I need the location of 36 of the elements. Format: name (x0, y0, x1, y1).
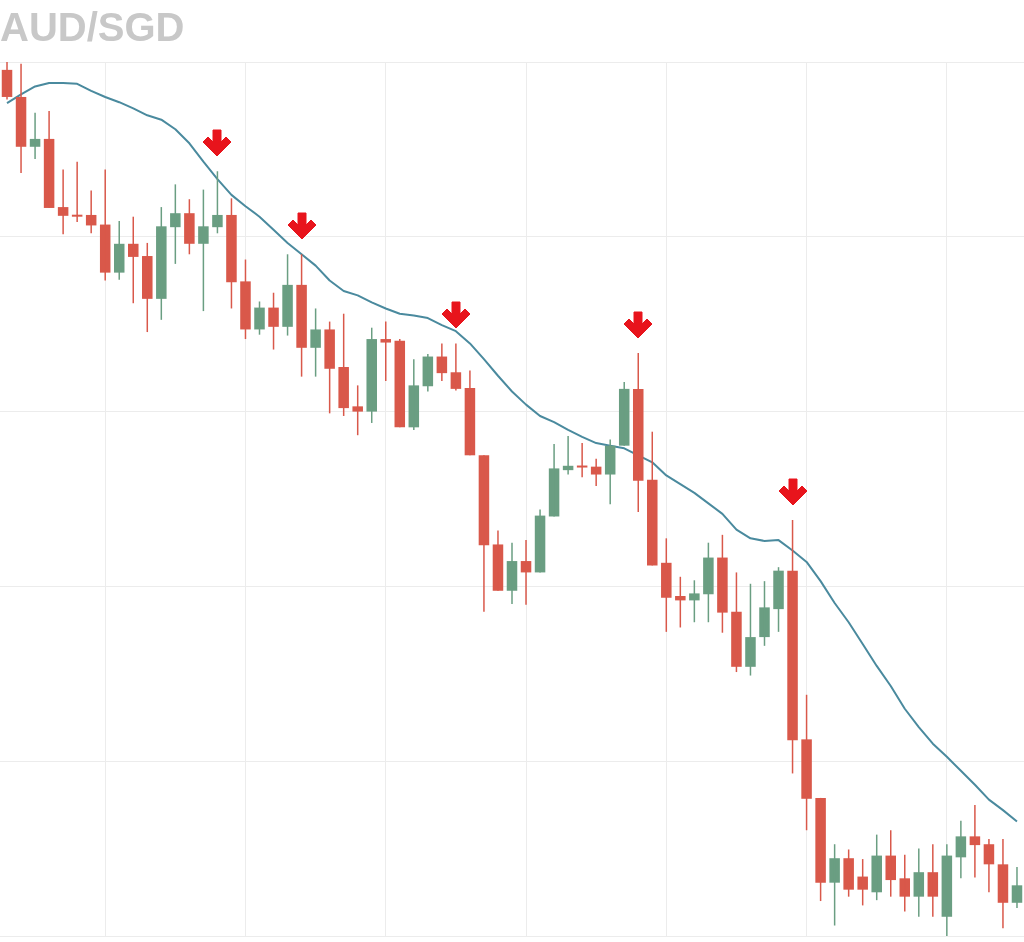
candlestick (885, 829, 896, 898)
candlestick (787, 519, 798, 775)
candlestick (296, 253, 307, 378)
candlestick (268, 291, 279, 351)
candlestick (352, 384, 363, 436)
candlestick (338, 312, 349, 417)
candlestick (745, 583, 756, 677)
candlestick (156, 206, 167, 321)
candlestick (212, 170, 223, 235)
candlestick (324, 320, 335, 415)
candlestick (801, 694, 812, 831)
candlestick (128, 215, 139, 304)
candlestick (366, 326, 377, 424)
candlestick (843, 848, 854, 898)
candlestick (717, 534, 728, 634)
candlestick (380, 320, 392, 382)
candlestick (815, 797, 826, 902)
candlestick (647, 430, 658, 567)
candlestick (661, 537, 672, 633)
candlestick (773, 566, 784, 633)
candlestick (731, 571, 742, 673)
candlestick (689, 579, 700, 623)
candlestick (226, 197, 237, 310)
candlestick (703, 541, 714, 623)
candlestick (857, 858, 868, 907)
candlestick (871, 833, 882, 901)
candlestick (282, 253, 293, 337)
candlestick (240, 258, 251, 340)
candlestick (759, 580, 770, 647)
candlestick (184, 198, 195, 256)
candlestick (254, 300, 265, 336)
candlestick (198, 188, 209, 312)
candlestick (142, 242, 153, 333)
candlestick (829, 843, 840, 927)
candlestick (310, 307, 321, 378)
candlestick (170, 183, 181, 265)
